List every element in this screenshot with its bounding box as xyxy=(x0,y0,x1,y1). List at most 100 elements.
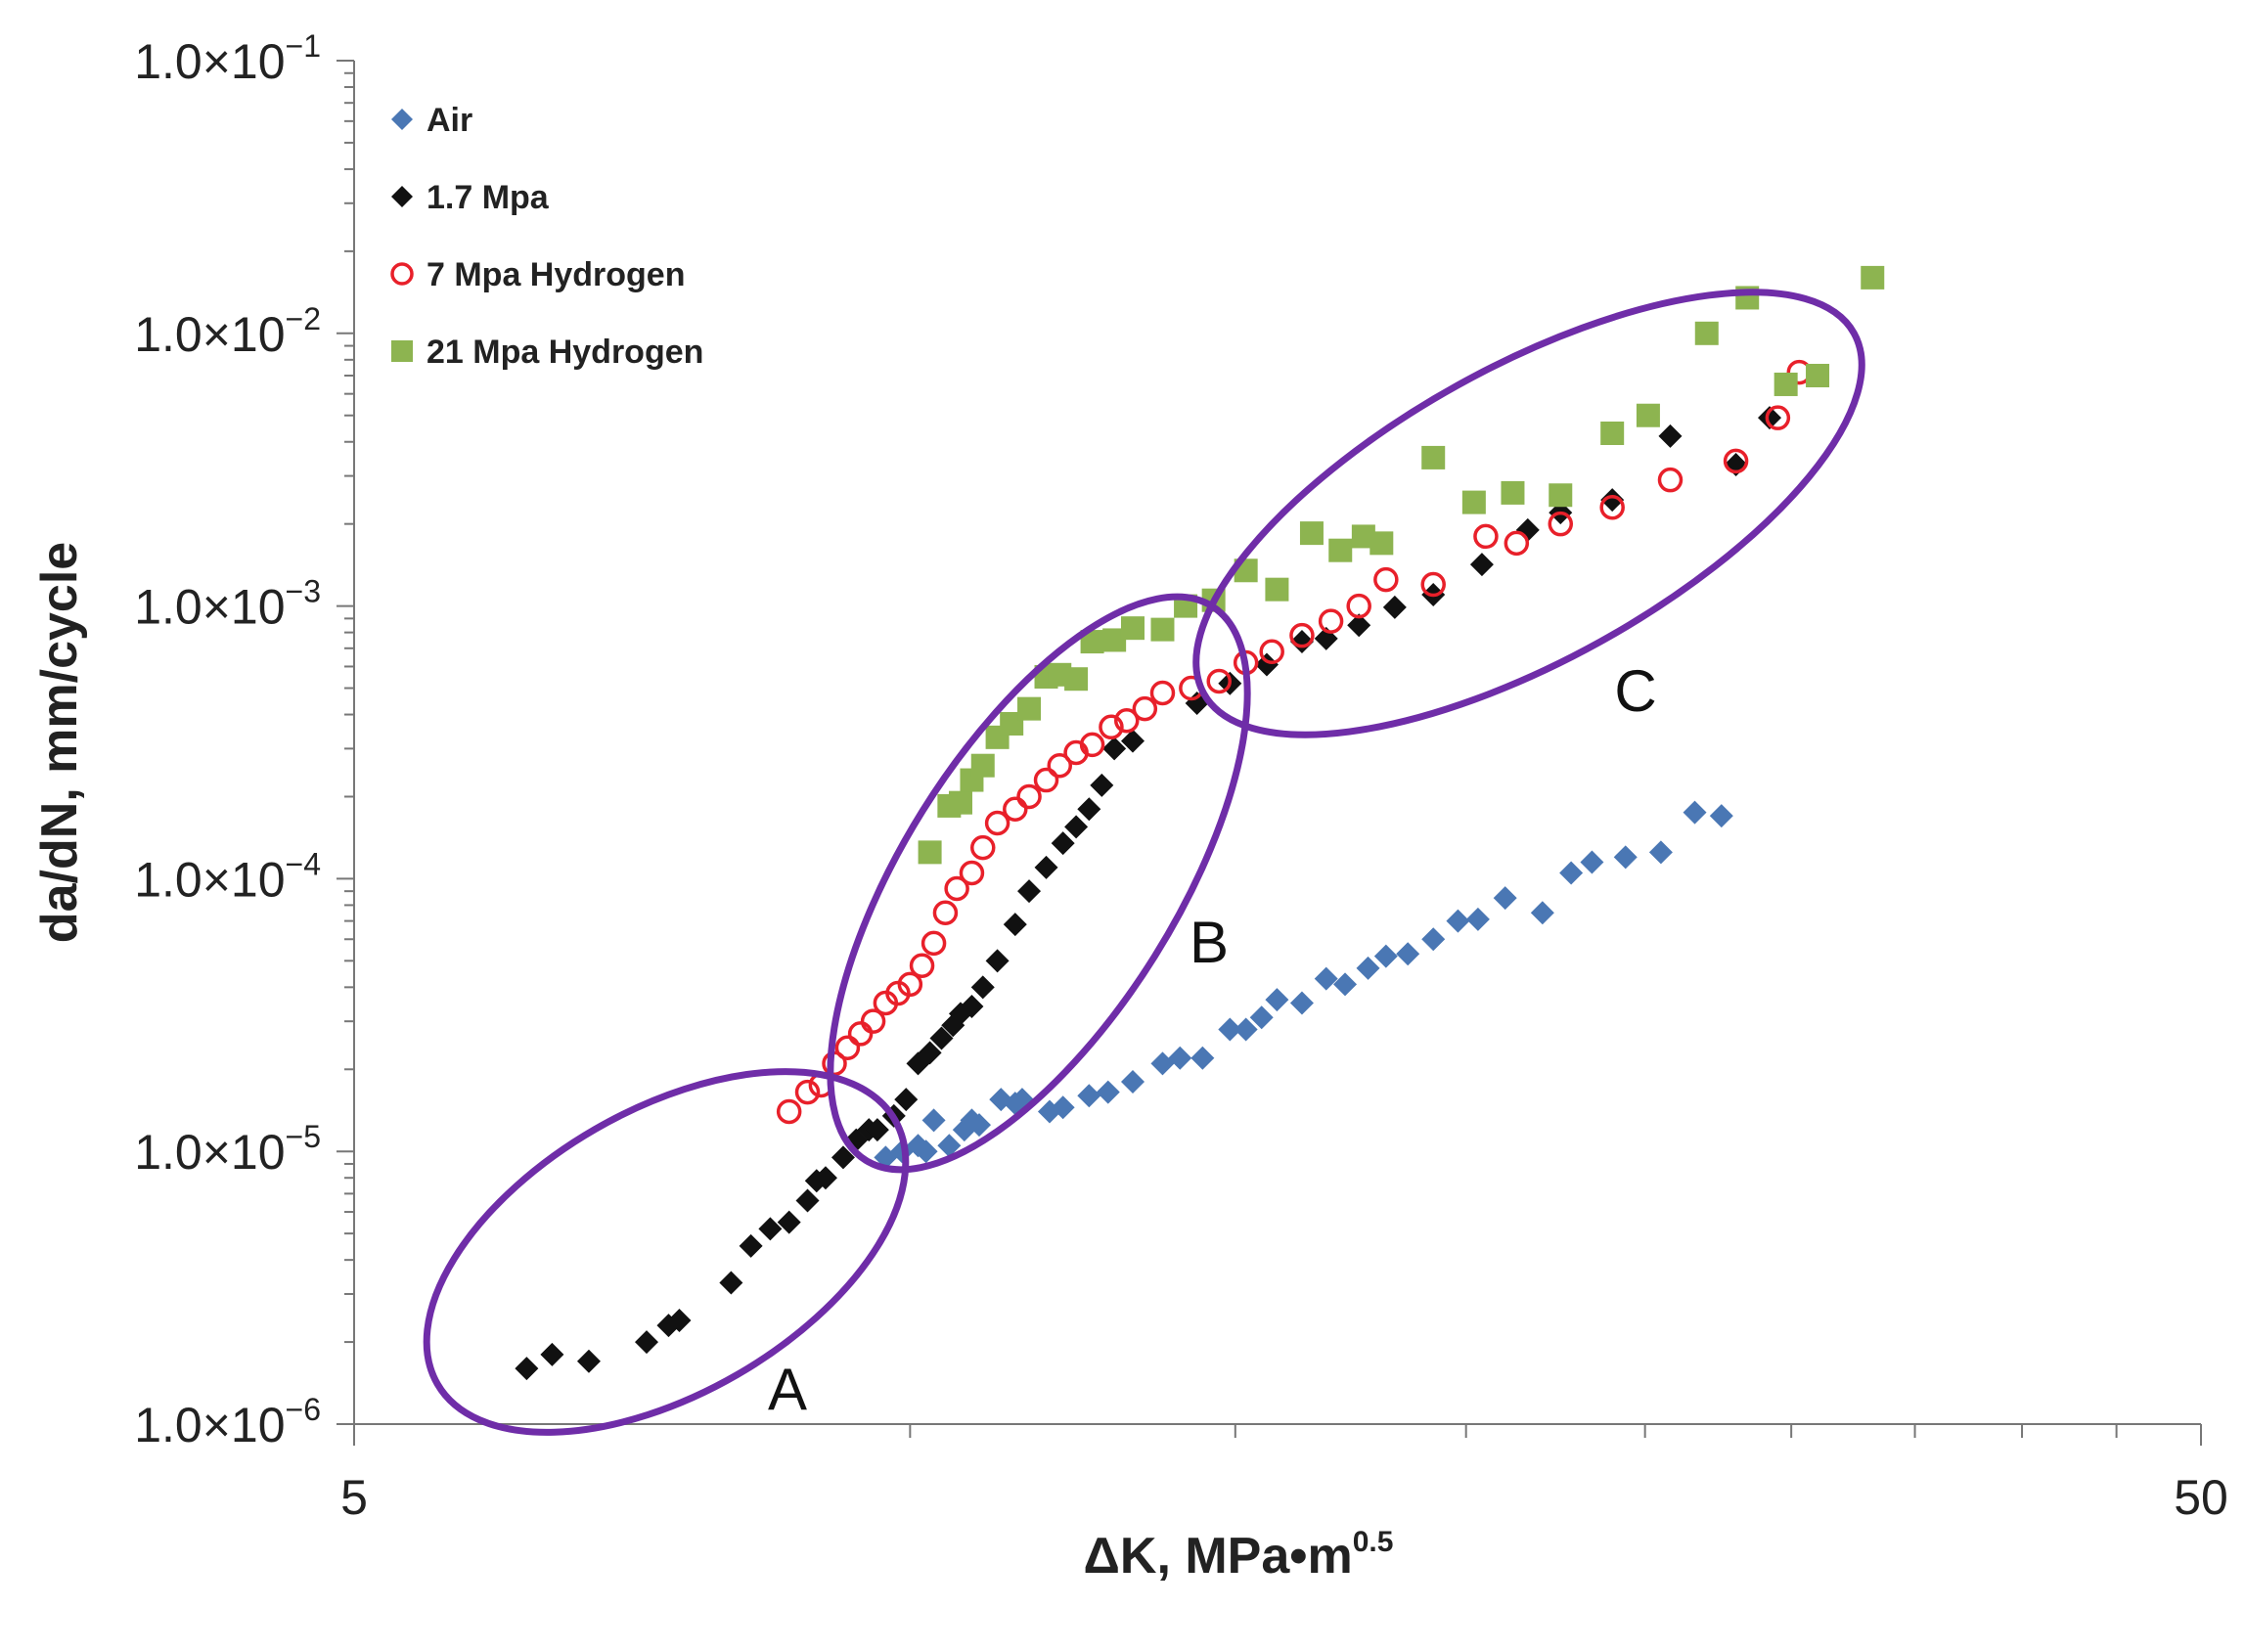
legend-marker xyxy=(391,186,413,207)
data-point xyxy=(1077,797,1101,822)
data-point xyxy=(897,971,923,998)
data-point xyxy=(834,1035,861,1060)
data-point xyxy=(1289,622,1315,648)
data-point xyxy=(1548,511,1574,537)
data-point xyxy=(1613,845,1638,870)
data-point xyxy=(1600,488,1625,513)
data-point xyxy=(1132,695,1158,722)
data-point xyxy=(1658,424,1683,448)
data-point xyxy=(1421,445,1446,469)
data-point xyxy=(909,953,935,979)
data-point xyxy=(1314,966,1338,991)
data-point xyxy=(1636,403,1660,427)
region-label-a: A xyxy=(768,1357,807,1422)
data-point xyxy=(667,1308,692,1332)
data-point xyxy=(1079,732,1105,758)
data-point xyxy=(1723,448,1749,474)
data-point xyxy=(1150,1051,1175,1076)
data-point xyxy=(1421,927,1446,952)
data-point xyxy=(1600,421,1625,445)
data-point xyxy=(1446,909,1470,933)
data-point xyxy=(860,1008,886,1034)
legend-label: 21 Mpa Hydrogen xyxy=(427,334,703,371)
data-point xyxy=(719,1271,743,1295)
data-point xyxy=(1346,593,1371,619)
plot-series xyxy=(515,265,1885,1381)
data-point xyxy=(984,810,1010,836)
data-point xyxy=(1168,1046,1192,1070)
legend-label: Air xyxy=(427,102,472,139)
data-point xyxy=(970,753,995,778)
data-point xyxy=(1234,1017,1258,1042)
data-point xyxy=(959,860,985,886)
data-point xyxy=(918,1041,942,1065)
data-point xyxy=(932,900,959,925)
data-point xyxy=(921,1108,946,1133)
data-point xyxy=(1420,571,1446,598)
y-tick-label: 1.0×10−1 xyxy=(134,28,321,89)
data-point xyxy=(1120,616,1145,641)
data-point xyxy=(1709,804,1733,828)
data-point xyxy=(1003,796,1028,822)
data-point xyxy=(1382,595,1407,619)
data-point xyxy=(576,1349,601,1373)
data-point xyxy=(1033,767,1059,793)
x-axis-title: ΔK, MPa•m0.5 xyxy=(1084,1526,1394,1585)
data-point xyxy=(1580,850,1604,874)
data-point xyxy=(1090,773,1114,797)
data-point xyxy=(1265,988,1289,1012)
data-point xyxy=(1265,577,1289,602)
y-tick-label: 1.0×10−4 xyxy=(134,846,321,907)
data-point xyxy=(1120,1070,1145,1094)
data-point xyxy=(1469,553,1494,577)
y-tick-label: 1.0×10−2 xyxy=(134,301,321,362)
data-point xyxy=(1318,608,1344,634)
data-point xyxy=(1347,613,1371,638)
y-axis-title: da/dN, mm/cycle xyxy=(31,542,88,943)
data-point xyxy=(1064,667,1089,692)
data-point xyxy=(865,1118,889,1142)
data-point xyxy=(739,1233,763,1258)
data-point xyxy=(970,975,995,1000)
data-point xyxy=(776,1098,802,1125)
data-point xyxy=(1648,840,1673,865)
data-point xyxy=(929,1026,954,1050)
data-point xyxy=(1683,800,1707,825)
data-point xyxy=(1356,956,1380,980)
data-point xyxy=(989,1088,1013,1112)
data-point xyxy=(1190,1046,1215,1070)
data-point xyxy=(1549,483,1573,508)
data-point xyxy=(1017,696,1042,721)
data-point xyxy=(1559,861,1584,885)
data-point xyxy=(960,995,984,1019)
data-point xyxy=(1299,521,1324,546)
region-annotations: A B C xyxy=(423,289,1865,1436)
data-point xyxy=(1373,566,1399,593)
data-point xyxy=(985,949,1010,973)
data-point xyxy=(1504,530,1530,557)
legend-marker xyxy=(391,340,413,362)
data-point xyxy=(918,840,942,865)
data-point xyxy=(1149,680,1176,706)
data-point xyxy=(1102,737,1127,761)
data-point xyxy=(1473,523,1499,550)
data-point xyxy=(515,1357,539,1381)
x-tick-label: 50 xyxy=(2174,1470,2228,1525)
data-point xyxy=(914,1139,938,1164)
series-1-7-mpa xyxy=(515,406,1781,1381)
data-point xyxy=(920,930,947,957)
data-point xyxy=(1333,972,1358,997)
series-21-mpa-hydrogen xyxy=(918,265,1885,865)
y-tick-label: 1.0×10−6 xyxy=(134,1392,321,1452)
legend: Air 1.7 Mpa 7 Mpa Hydrogen 21 Mpa Hydrogen xyxy=(390,102,703,371)
data-point xyxy=(1051,831,1075,856)
data-point xyxy=(794,1079,821,1105)
region-ellipse-a xyxy=(423,1068,910,1436)
legend-marker xyxy=(391,109,413,130)
data-point xyxy=(758,1217,783,1241)
legend-marker xyxy=(390,262,414,286)
data-point xyxy=(1114,708,1140,734)
data-point xyxy=(1806,363,1830,387)
region-label-c: C xyxy=(1614,658,1656,724)
data-point xyxy=(813,1166,837,1190)
